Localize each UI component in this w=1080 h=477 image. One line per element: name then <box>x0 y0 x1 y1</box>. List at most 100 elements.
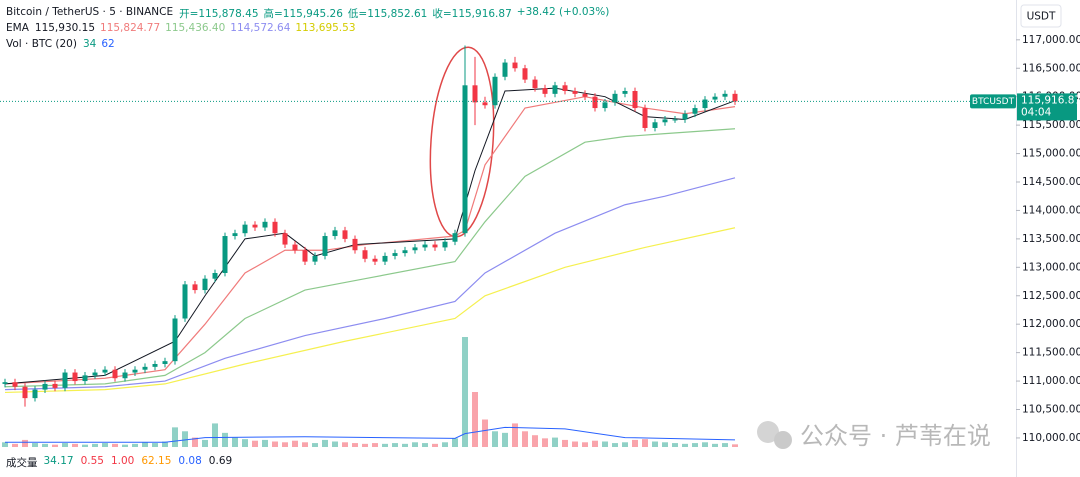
candle-body <box>192 284 198 291</box>
y-tick-label: 112,500.00 <box>1022 290 1080 302</box>
candle-body <box>332 230 338 237</box>
ohlc-value: 收=115,916.87 <box>432 8 512 20</box>
candle-body <box>272 221 278 234</box>
ema-label: EMA <box>6 22 29 34</box>
volume-bar <box>372 443 378 447</box>
price-tag: 115,916.87 <box>1021 94 1080 106</box>
y-tick-label: 115,500.00 <box>1022 119 1080 131</box>
candle-body <box>372 258 378 262</box>
y-tick-label: 110,000.00 <box>1022 432 1080 444</box>
candle-body <box>62 372 68 388</box>
candle-body <box>282 233 288 245</box>
candle-body <box>412 247 418 251</box>
candle-body <box>202 278 208 291</box>
candle-body <box>672 119 678 121</box>
volume-bar <box>142 442 148 447</box>
candle-body <box>352 238 358 251</box>
volume-bar <box>272 441 278 447</box>
candle-body <box>522 68 528 80</box>
countdown: 04:04 <box>1021 106 1052 118</box>
candle-body <box>122 372 128 379</box>
candle-body <box>92 372 98 376</box>
candle-body <box>42 383 48 390</box>
candle-body <box>2 382 8 384</box>
volume-ma-line <box>5 426 736 443</box>
volume-bar <box>502 432 508 447</box>
price-tag-box <box>1017 93 1077 121</box>
vol-row: Vol · BTC (20) 34 62 <box>6 38 115 50</box>
y-tick-label: 114,500.00 <box>1022 176 1080 188</box>
vol-label: Vol · BTC (20) <box>6 38 77 50</box>
volume-bar <box>432 443 438 447</box>
candle-body <box>152 364 158 367</box>
vol-value: 62 <box>101 38 115 50</box>
axis-unit: USDT <box>1027 11 1056 23</box>
volume-bar <box>562 439 568 447</box>
volume-bar <box>632 439 638 447</box>
candle-body <box>652 122 658 128</box>
candle-body <box>322 236 328 256</box>
candle-body <box>632 91 638 109</box>
vol-value: 34 <box>82 38 97 50</box>
ohlc-value: 低=115,852.61 <box>347 8 428 20</box>
volume-bar <box>712 443 718 447</box>
candle-body <box>392 253 398 256</box>
volume-bar <box>452 438 458 447</box>
volume-bar <box>592 440 598 447</box>
volume-bar <box>682 443 688 447</box>
volume-bar <box>192 437 198 447</box>
volume-bar <box>612 443 618 447</box>
volume-bar <box>392 443 398 447</box>
volume-bar <box>412 442 418 447</box>
candle-body <box>12 382 18 387</box>
candle-body <box>242 224 248 234</box>
candle-body <box>532 79 538 89</box>
candle-body <box>362 250 368 259</box>
candle-body <box>222 236 228 273</box>
volume-bar <box>692 443 698 447</box>
candle-body <box>622 91 628 94</box>
volume-bar <box>162 441 168 447</box>
candle-body <box>502 62 508 77</box>
candle-body <box>312 255 318 262</box>
volume-bar <box>442 442 448 447</box>
volume-bar <box>92 443 98 447</box>
volume-bar <box>402 443 408 447</box>
volume-bar <box>252 440 258 447</box>
ema-value: 115,930.15 <box>34 22 96 34</box>
candle-body <box>132 369 138 373</box>
volume-bar <box>582 442 588 447</box>
annotation-ellipse <box>429 46 495 238</box>
volume-bar <box>672 443 678 447</box>
symbol-tag: BTCUSDT <box>972 97 1015 107</box>
candle-body <box>292 244 298 251</box>
volume-bar <box>312 443 318 447</box>
volume-stats-row: 成交量 34.17 0.55 1.00 62.15 0.08 0.69 <box>6 455 232 470</box>
y-tick-label: 115,000.00 <box>1022 148 1080 160</box>
volume-bar <box>302 442 308 447</box>
volume-bar <box>472 392 478 447</box>
volume-bar <box>492 431 498 447</box>
volume-bar <box>2 442 8 447</box>
candle-body <box>602 102 608 109</box>
volume-bar <box>242 439 248 447</box>
ema-line <box>4 128 736 388</box>
y-tick-label: 114,000.00 <box>1022 204 1080 216</box>
volume-bar <box>572 441 578 447</box>
candle-body <box>542 88 548 94</box>
volume-bar <box>422 443 428 447</box>
volume-bar <box>82 444 88 447</box>
volume-bar <box>662 442 668 447</box>
candle-body <box>662 119 668 123</box>
volume-bar <box>602 441 608 447</box>
volume-bar <box>342 442 348 447</box>
candle-body <box>302 250 308 262</box>
volume-bar <box>112 443 118 447</box>
volume-bar <box>362 443 368 447</box>
candle-body <box>512 62 518 69</box>
volume-stat: 0.69 <box>208 455 233 467</box>
volume-stat: 0.08 <box>178 455 202 467</box>
volume-bar <box>12 443 18 447</box>
